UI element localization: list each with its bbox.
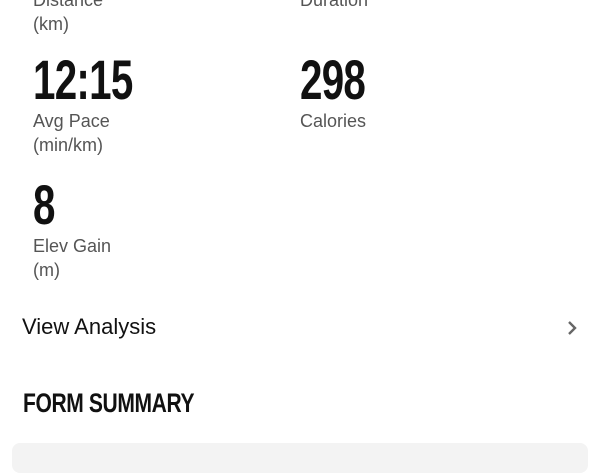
label-unit: (m)	[33, 260, 60, 280]
stat-distance-label: Distance (km)	[33, 0, 103, 36]
label-line: Elev Gain	[33, 236, 112, 256]
form-summary-card	[12, 443, 588, 473]
stat-value: 8	[33, 173, 55, 236]
section-title: FORM SUMMARY	[23, 388, 195, 418]
view-analysis-row[interactable]: View Analysis	[0, 308, 600, 348]
label-line: Distance	[33, 0, 104, 10]
stat-elev-gain: 8 Elev Gain (m)	[33, 177, 111, 282]
stat-value: 298	[300, 48, 366, 111]
stat-value: 12:15	[33, 48, 133, 111]
label-unit: (km)	[33, 14, 69, 34]
label-line: Duration	[300, 0, 369, 10]
stat-avg-pace: 12:15 Avg Pace (min/km)	[33, 52, 171, 157]
label-unit: (min/km)	[33, 135, 103, 155]
chevron-right-icon	[568, 321, 577, 335]
stat-calories: 298 Calories	[300, 52, 390, 133]
stat-duration-label: Duration	[300, 0, 368, 12]
stat-label: Calories	[300, 109, 390, 133]
stat-label: Elev Gain (m)	[33, 234, 111, 282]
form-summary-heading: FORM SUMMARY	[23, 388, 242, 419]
stat-label: Avg Pace (min/km)	[33, 109, 171, 157]
view-analysis-label: View Analysis	[22, 314, 157, 339]
label-line: Calories	[300, 111, 367, 131]
label-line: Avg Pace	[33, 111, 110, 131]
